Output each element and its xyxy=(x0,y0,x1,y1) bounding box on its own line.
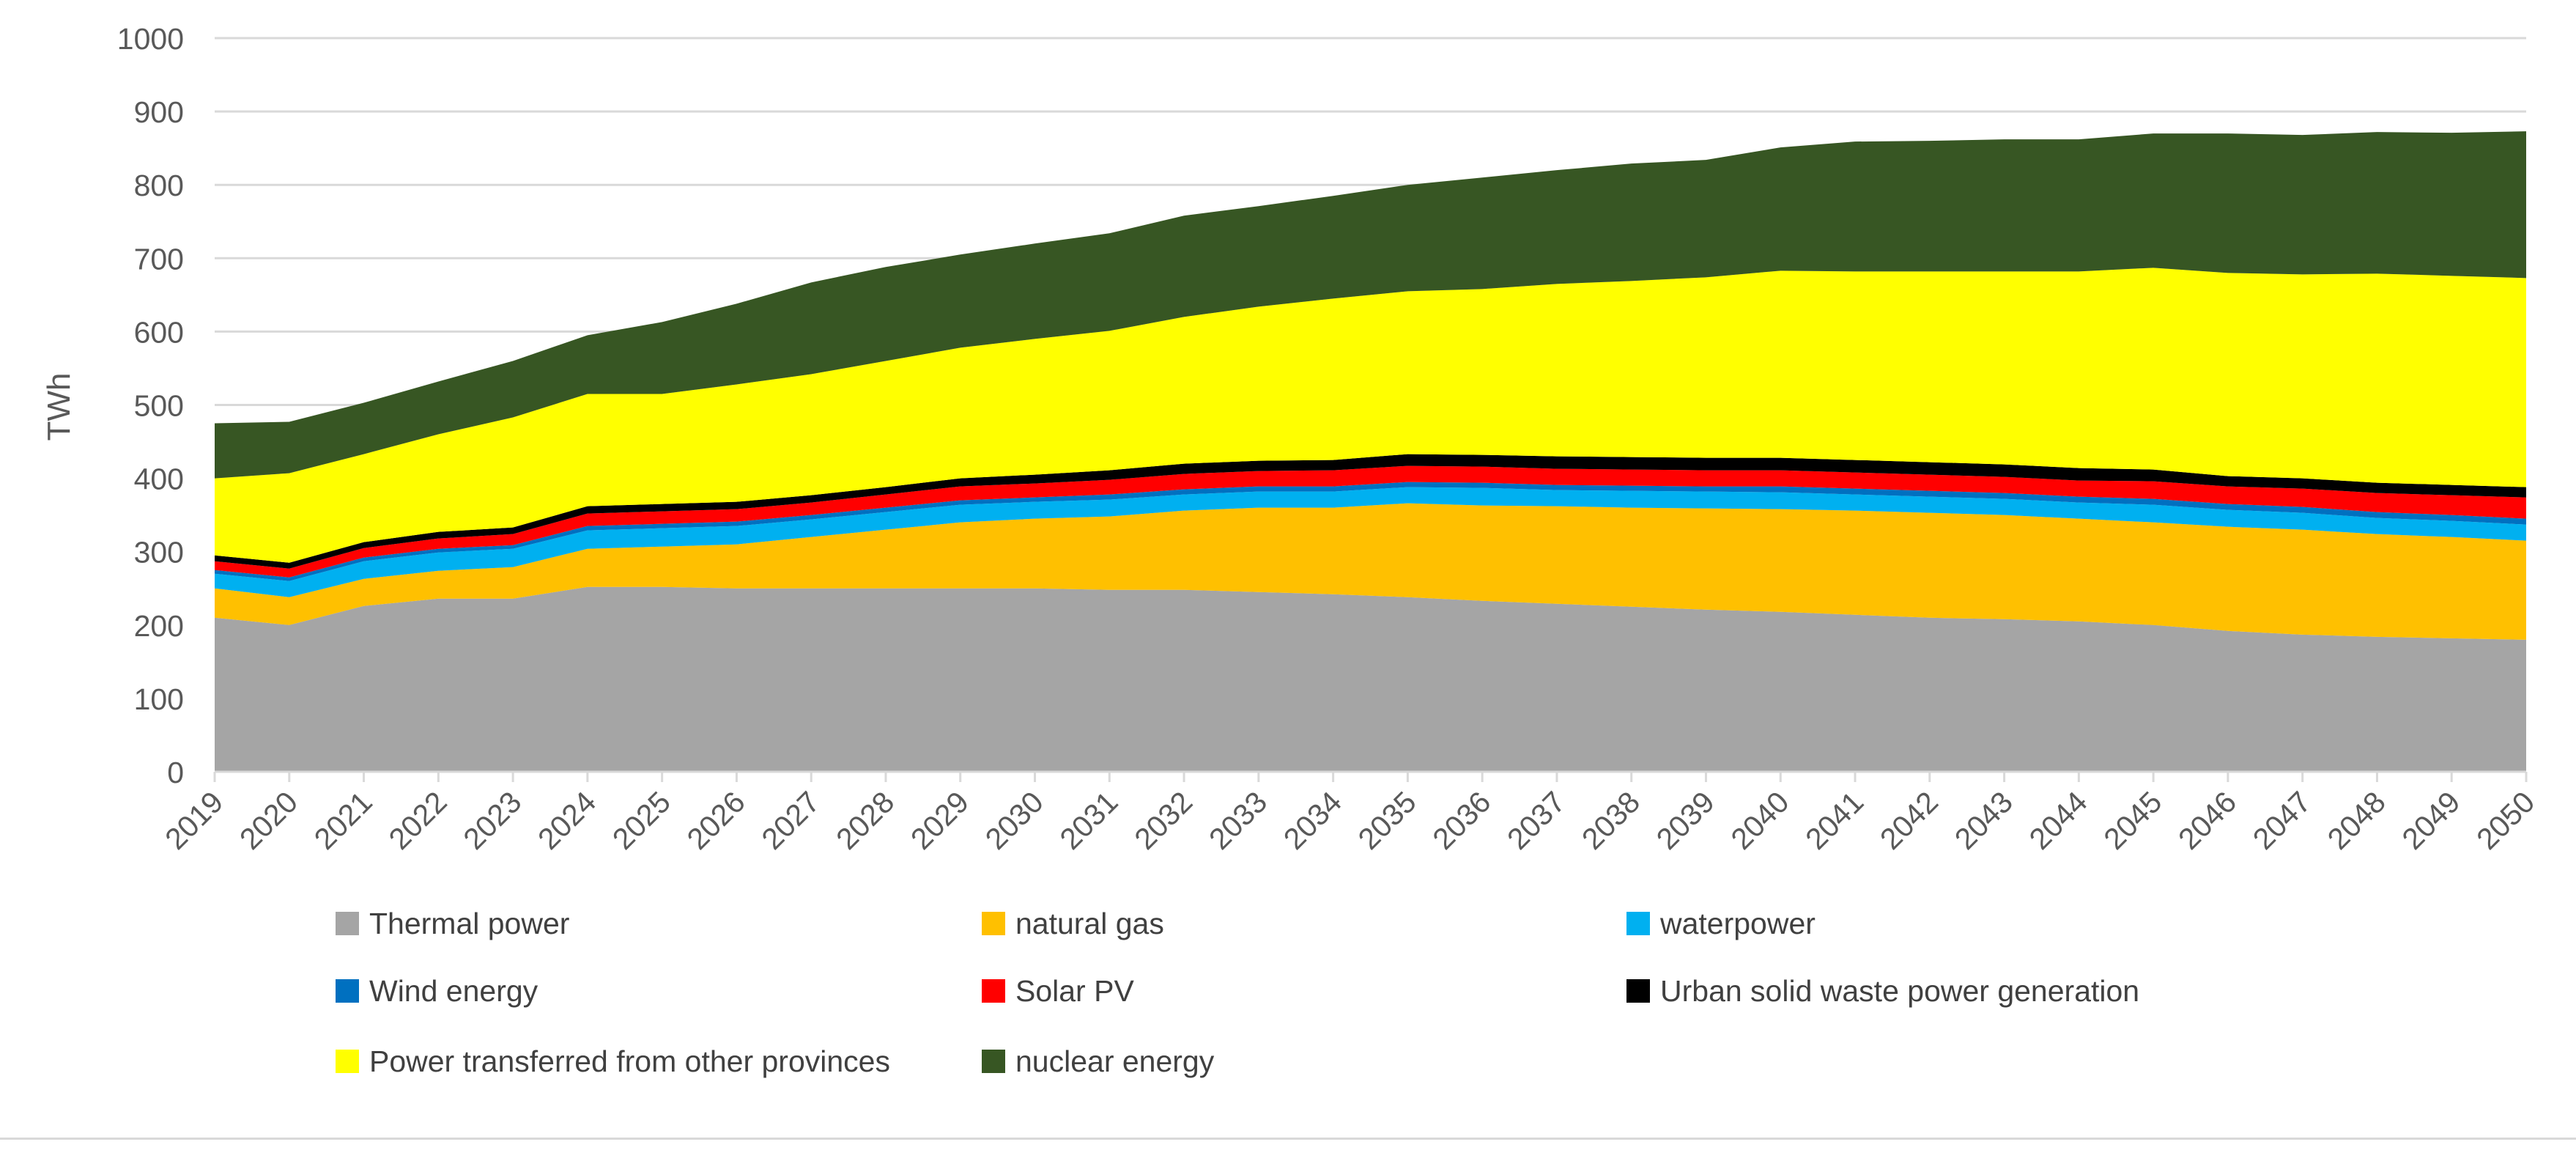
area-series-natural-gas xyxy=(215,503,2526,640)
x-tick-label: 2037 xyxy=(1500,785,1572,856)
x-tick-label: 2033 xyxy=(1202,785,1273,856)
x-tick-label: 2047 xyxy=(2246,785,2317,856)
axes xyxy=(213,770,2528,782)
area-series-group xyxy=(215,131,2526,772)
y-tick-label: 500 xyxy=(134,389,184,423)
area-series-waterpower xyxy=(215,487,2526,597)
x-tick-label: 2030 xyxy=(979,785,1050,856)
x-tick-label: 2023 xyxy=(456,785,528,856)
area-series-power-transferred-from-other-provinces xyxy=(215,268,2526,563)
y-tick-label: 200 xyxy=(134,609,184,643)
x-tick-label: 2050 xyxy=(2470,785,2541,856)
y-tick-label: 0 xyxy=(167,756,184,789)
x-tick-label: 2043 xyxy=(1948,785,2019,856)
y-tick-label: 400 xyxy=(134,462,184,496)
x-tick-label: 2044 xyxy=(2023,785,2094,856)
y-axis-title: TWh xyxy=(41,373,77,441)
y-tick-label: 900 xyxy=(134,95,184,129)
x-tick-label: 2020 xyxy=(233,785,304,856)
y-tick-label: 1000 xyxy=(117,22,184,56)
area-series-thermal-power xyxy=(215,586,2526,772)
x-tick-label: 2029 xyxy=(904,785,975,856)
x-tick-label: 2038 xyxy=(1575,785,1646,856)
y-tick-labels: 0 100 200 300 400 500 600 700 800 900 1000 xyxy=(117,22,184,789)
x-tick-label: 2027 xyxy=(755,785,826,856)
x-tick-label: 2035 xyxy=(1352,785,1423,856)
x-tick-label: 2034 xyxy=(1277,785,1348,856)
x-tick-label: 2046 xyxy=(2172,785,2243,856)
x-tick-label: 2049 xyxy=(2396,785,2467,856)
x-tick-label: 2041 xyxy=(1799,785,1870,856)
x-tick-label: 2039 xyxy=(1650,785,1721,856)
x-tick-label: 2031 xyxy=(1054,785,1125,856)
x-tick-label: 2040 xyxy=(1725,785,1796,856)
y-tick-label: 100 xyxy=(134,682,184,716)
x-tick-label: 2025 xyxy=(606,785,677,856)
x-tick-label: 2028 xyxy=(829,785,900,856)
area-series-solar-pv xyxy=(215,465,2526,578)
x-tick-label: 2036 xyxy=(1426,785,1497,856)
y-tick-label: 600 xyxy=(134,315,184,349)
x-tick-label: 2032 xyxy=(1128,785,1199,856)
bottom-divider xyxy=(0,1138,2576,1140)
x-tick-label: 2045 xyxy=(2097,785,2168,856)
x-tick-label: 2042 xyxy=(1873,785,1944,856)
x-tick-label: 2024 xyxy=(531,785,602,856)
x-tick-label: 2019 xyxy=(158,785,229,856)
x-tick-label: 2022 xyxy=(382,785,454,856)
y-tick-label: 300 xyxy=(134,536,184,570)
area-series-nuclear-energy xyxy=(215,131,2526,479)
y-tick-label: 800 xyxy=(134,169,184,202)
x-tick-label: 2026 xyxy=(681,785,752,856)
x-tick-labels: 2019 2020 2021 2022 2023 2024 2025 2026 2027 2028… xyxy=(158,785,2541,856)
x-tick-label: 2048 xyxy=(2321,785,2392,856)
y-tick-label: 700 xyxy=(134,242,184,276)
x-tick-label: 2021 xyxy=(308,785,379,856)
